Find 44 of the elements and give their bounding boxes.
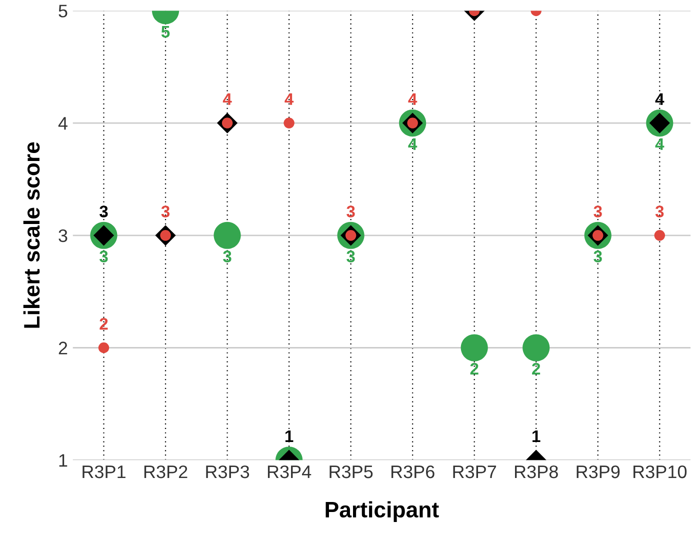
data-label: 3 — [100, 206, 108, 218]
x-axis-title: Participant — [326, 501, 439, 522]
point — [98, 342, 110, 354]
data-label: 4 — [408, 138, 418, 150]
point — [460, 334, 488, 362]
data-label: 3 — [100, 250, 108, 262]
data-label: 4 — [408, 93, 418, 105]
x-tick-label: R3P3 — [206, 465, 250, 478]
data-label: 4 — [655, 138, 664, 150]
y-axis-title: Likert scale score — [23, 142, 40, 328]
x-tick-label: R3P1 — [82, 465, 126, 478]
x-tick-label: R3P5 — [330, 465, 373, 478]
data-label: 3 — [594, 250, 602, 262]
data-label: 3 — [346, 250, 355, 262]
data-label: 2 — [532, 362, 540, 375]
data-label: 3 — [655, 206, 664, 218]
x-tick-label: R3P6 — [391, 465, 434, 478]
data-label: 4 — [655, 93, 664, 105]
x-tick-label: R3P9 — [576, 465, 620, 478]
data-label: 4 — [284, 93, 294, 105]
y-tick-label: 4 — [58, 117, 68, 130]
data-label: 5 — [161, 26, 170, 38]
data-label: 2 — [100, 318, 108, 330]
x-tick-label: R3P4 — [268, 465, 312, 478]
y-tick-label: 1 — [59, 454, 68, 467]
data-label: 3 — [161, 206, 170, 218]
point — [214, 222, 241, 249]
point — [654, 230, 666, 241]
y-tick-label: 3 — [58, 229, 68, 242]
point — [284, 118, 294, 128]
data-label: 2 — [470, 362, 478, 375]
data-label: 3 — [223, 250, 232, 262]
data-label: 1 — [285, 430, 294, 442]
y-tick-label: 2 — [58, 342, 68, 354]
data-label: 3 — [346, 206, 355, 218]
data-label: 4 — [222, 93, 232, 105]
data-label: 3 — [594, 206, 602, 218]
x-tick-label: R3P8 — [515, 465, 558, 478]
x-tick-label: R3P10 — [634, 465, 687, 478]
y-tick-label: 5 — [58, 4, 68, 18]
x-tick-label: R3P2 — [144, 465, 188, 478]
x-tick-label: R3P7 — [453, 465, 496, 478]
point — [522, 334, 550, 362]
data-label: 1 — [532, 430, 540, 442]
